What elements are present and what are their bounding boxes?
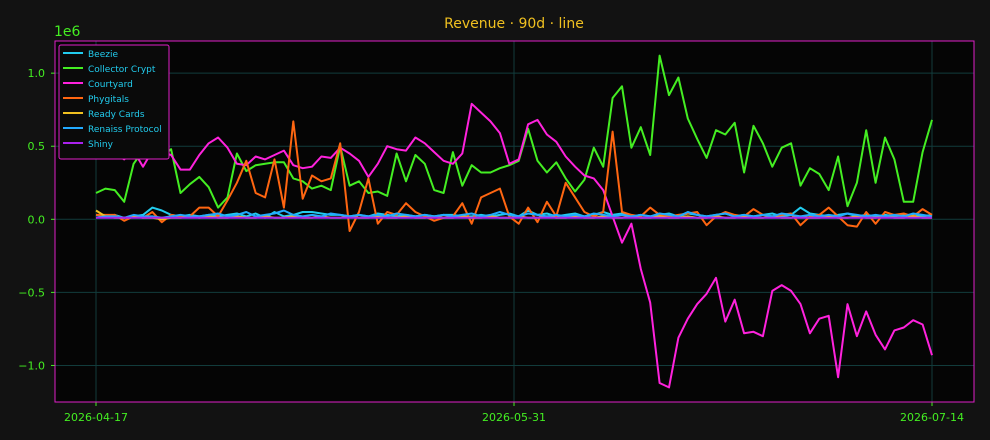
- legend-label: Ready Cards: [88, 110, 145, 120]
- legend-label: Beezie: [88, 50, 118, 60]
- y-axis: 1.0 0.5 0.0 −0.5 −1.0: [18, 67, 55, 372]
- y-tick-label: −1.0: [18, 359, 45, 372]
- legend-label: Shiny: [88, 140, 114, 150]
- legend-label: Collector Crypt: [88, 65, 156, 75]
- y-tick-label: 1.0: [28, 67, 46, 80]
- y-tick-label: 0.0: [28, 213, 46, 226]
- legend-label: Renaiss Protocol: [88, 125, 162, 135]
- series-line: [95, 209, 933, 219]
- y-tick-label: −0.5: [18, 286, 45, 299]
- chart-title: Revenue · 90d · line: [444, 16, 584, 32]
- legend-label: Phygitals: [88, 95, 129, 105]
- series-line: [95, 102, 933, 389]
- plot-frame: [54, 40, 975, 403]
- x-tick-label: 2026-05-31: [482, 411, 546, 424]
- legend-label: Courtyard: [88, 80, 133, 90]
- x-axis: 2026-04-17 2026-05-31 2026-07-14: [64, 402, 964, 424]
- x-tick-label: 2026-04-17: [64, 411, 128, 424]
- legend-box: [58, 44, 170, 160]
- y-offset-label: 1e6: [54, 24, 81, 40]
- series-lines: [95, 54, 933, 389]
- y-tick-label: 0.5: [28, 140, 46, 153]
- x-tick-label: 2026-07-14: [900, 411, 964, 424]
- legend: Beezie Collector Crypt Courtyard Phygitals R…: [58, 44, 170, 160]
